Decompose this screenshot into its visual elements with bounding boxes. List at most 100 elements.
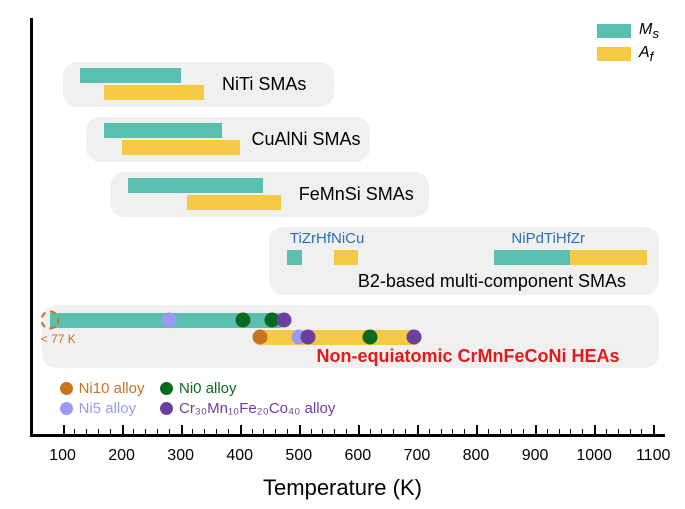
tick-minor [500, 429, 501, 435]
tick-minor [98, 429, 99, 435]
tick-major [476, 425, 478, 435]
tick-label: 500 [285, 447, 312, 465]
range-bar-af [187, 195, 282, 210]
tick-label: 700 [404, 447, 431, 465]
legend-swatch [597, 24, 631, 38]
bottom-legend-dot [60, 402, 73, 415]
bottom-legend-label: Ni10 alloy [79, 380, 145, 397]
tick-minor [322, 429, 323, 435]
bottom-legend-item: Ni10 alloy [60, 380, 145, 397]
bottom-legend-dot [60, 382, 73, 395]
tick-minor [429, 429, 430, 435]
tick-minor [606, 429, 607, 435]
tick-minor [630, 429, 631, 435]
range-bar-af [570, 250, 647, 265]
tick-major [535, 425, 537, 435]
tick-minor [511, 429, 512, 435]
tick-minor [618, 429, 619, 435]
tick-label: 800 [463, 447, 490, 465]
tick-minor [381, 429, 382, 435]
bottom-legend-item: Ni5 alloy [60, 400, 137, 417]
tick-minor [547, 429, 548, 435]
tick-minor [582, 429, 583, 435]
tick-minor [169, 429, 170, 435]
tick-minor [74, 429, 75, 435]
tick-major [63, 425, 65, 435]
legend-top: Ms Af [597, 21, 659, 67]
tick-label: 400 [226, 447, 253, 465]
tick-major [653, 425, 655, 435]
tick-minor [263, 429, 264, 435]
data-marker [161, 313, 176, 328]
tick-minor [559, 429, 560, 435]
range-bar-af [257, 330, 416, 345]
group-label: FeMnSi SMAs [299, 184, 414, 205]
range-bar-af [122, 140, 240, 155]
tick-minor [334, 429, 335, 435]
data-marker [277, 313, 292, 328]
tick-label: 100 [49, 447, 76, 465]
figure: 10020030040050060070080090010001100MsAfN… [0, 0, 685, 509]
x-axis-label: Temperature (K) [263, 475, 422, 501]
group-label: NiTi SMAs [222, 74, 306, 95]
data-marker [40, 311, 59, 330]
tick-minor [192, 429, 193, 435]
tick-minor [86, 429, 87, 435]
legend-swatch [597, 47, 631, 61]
tick-label: 600 [345, 447, 372, 465]
tick-label: 1000 [576, 447, 612, 465]
tick-minor [405, 429, 406, 435]
lt77-label: < 77 K [41, 332, 76, 346]
range-bar-ms [128, 178, 264, 193]
tick-minor [370, 429, 371, 435]
sublabel: NiPdTiHfZr [511, 230, 585, 247]
bottom-legend-dot [160, 382, 173, 395]
tick-minor [346, 429, 347, 435]
tick-minor [252, 429, 253, 435]
range-bar-ms [80, 68, 180, 83]
bottom-legend-label: Ni5 alloy [79, 400, 137, 417]
tick-minor [393, 429, 394, 435]
tick-minor [110, 429, 111, 435]
bottom-legend-label: Cr₃₀Mn₁₀Fe₂₀Co₄₀ alloy [179, 400, 335, 417]
group-label: B2-based multi-component SMAs [358, 271, 626, 292]
tick-minor [157, 429, 158, 435]
range-bar-ms [287, 250, 302, 265]
range-bar-af [104, 85, 204, 100]
tick-major [358, 425, 360, 435]
data-marker [300, 330, 315, 345]
tick-minor [523, 429, 524, 435]
tick-minor [228, 429, 229, 435]
tick-minor [641, 429, 642, 435]
tick-minor [441, 429, 442, 435]
tick-minor [145, 429, 146, 435]
data-marker [362, 330, 377, 345]
tick-major [417, 425, 419, 435]
tick-minor [570, 429, 571, 435]
tick-minor [216, 429, 217, 435]
tick-major [240, 425, 242, 435]
data-marker [235, 313, 250, 328]
data-marker [253, 330, 268, 345]
tick-major [122, 425, 124, 435]
bottom-legend-item: Cr₃₀Mn₁₀Fe₂₀Co₄₀ alloy [160, 400, 335, 417]
tick-minor [464, 429, 465, 435]
range-bar-ms [494, 250, 571, 265]
legend-item: Ms [597, 21, 659, 41]
plot-area: 10020030040050060070080090010001100MsAfN… [30, 18, 665, 437]
tick-major [299, 425, 301, 435]
tick-minor [452, 429, 453, 435]
bottom-legend-dot [160, 402, 173, 415]
bottom-legend-item: Ni0 alloy [160, 380, 237, 397]
legend-label: Af [639, 44, 653, 64]
group-label: Non-equiatomic CrMnFeCoNi HEAs [317, 346, 620, 367]
tick-label: 200 [108, 447, 135, 465]
legend-label: Ms [639, 21, 659, 41]
range-bar-af [334, 250, 358, 265]
tick-label: 1100 [636, 447, 670, 465]
data-marker [406, 330, 421, 345]
tick-major [594, 425, 596, 435]
sublabel: TiZrHfNiCu [290, 230, 364, 247]
tick-major [181, 425, 183, 435]
bottom-legend-label: Ni0 alloy [179, 380, 237, 397]
